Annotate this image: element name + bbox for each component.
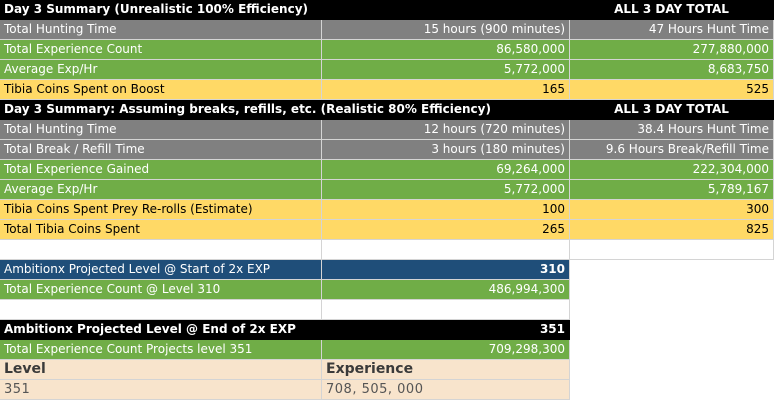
projection-end-exp-value[interactable]: 709,298,300 bbox=[322, 340, 570, 360]
projection-end-row: Ambitionx Projected Level @ End of 2x EX… bbox=[0, 320, 776, 340]
lookup-value-row: 351 708, 505, 000 bbox=[0, 380, 776, 400]
projection-start-exp-value[interactable]: 486,994,300 bbox=[322, 280, 570, 300]
section2-header-row: Day 3 Summary: Assuming breaks, refills,… bbox=[0, 100, 776, 120]
row-day-value[interactable]: 265 bbox=[322, 220, 570, 240]
section1-row: Total Hunting Time 15 hours (900 minutes… bbox=[0, 20, 776, 40]
projection-start-title[interactable]: Ambitionx Projected Level @ Start of 2x … bbox=[0, 260, 322, 280]
projection-end-title[interactable]: Ambitionx Projected Level @ End of 2x EX… bbox=[0, 320, 322, 340]
projection-end-exp-row: Total Experience Count Projects level 35… bbox=[0, 340, 776, 360]
row-day-value[interactable]: 86,580,000 bbox=[322, 40, 570, 60]
lookup-header-row: Level Experience bbox=[0, 360, 776, 380]
section1-title-spacer[interactable] bbox=[322, 0, 570, 20]
row-day-value[interactable]: 3 hours (180 minutes) bbox=[322, 140, 570, 160]
projection-end-level[interactable]: 351 bbox=[322, 320, 570, 340]
section2-row: Total Experience Gained 69,264,000 222,3… bbox=[0, 160, 776, 180]
row-label[interactable]: Total Tibia Coins Spent bbox=[0, 220, 322, 240]
row-total-value[interactable]: 222,304,000 bbox=[570, 160, 774, 180]
row-label[interactable]: Total Hunting Time bbox=[0, 20, 322, 40]
row-total-value[interactable]: 300 bbox=[570, 200, 774, 220]
empty-cell[interactable] bbox=[0, 300, 322, 320]
row-day-value[interactable]: 5,772,000 bbox=[322, 60, 570, 80]
lookup-experience-header[interactable]: Experience bbox=[322, 360, 570, 380]
row-label[interactable]: Tibia Coins Spent Prey Re-rolls (Estimat… bbox=[0, 200, 322, 220]
row-day-value[interactable]: 165 bbox=[322, 80, 570, 100]
empty-cell[interactable] bbox=[322, 240, 570, 260]
section2-row: Total Hunting Time 12 hours (720 minutes… bbox=[0, 120, 776, 140]
row-label[interactable]: Average Exp/Hr bbox=[0, 60, 322, 80]
row-day-value[interactable]: 69,264,000 bbox=[322, 160, 570, 180]
projection-end-exp-label[interactable]: Total Experience Count Projects level 35… bbox=[0, 340, 322, 360]
row-total-value[interactable]: 825 bbox=[570, 220, 774, 240]
section2-title[interactable]: Day 3 Summary: Assuming breaks, refills,… bbox=[0, 100, 570, 120]
row-label[interactable]: Average Exp/Hr bbox=[0, 180, 322, 200]
row-total-value[interactable]: 47 Hours Hunt Time bbox=[570, 20, 774, 40]
row-total-value[interactable]: 8,683,750 bbox=[570, 60, 774, 80]
row-total-value[interactable]: 38.4 Hours Hunt Time bbox=[570, 120, 774, 140]
row-total-value[interactable]: 277,880,000 bbox=[570, 40, 774, 60]
empty-cell[interactable] bbox=[322, 300, 570, 320]
row-label[interactable]: Total Break / Refill Time bbox=[0, 140, 322, 160]
lookup-level-header[interactable]: Level bbox=[0, 360, 322, 380]
section2-row: Total Tibia Coins Spent 265 825 bbox=[0, 220, 776, 240]
row-total-value[interactable]: 5,789,167 bbox=[570, 180, 774, 200]
lookup-experience-value[interactable]: 708, 505, 000 bbox=[322, 380, 570, 400]
empty-cell[interactable] bbox=[570, 240, 774, 260]
section2-row: Tibia Coins Spent Prey Re-rolls (Estimat… bbox=[0, 200, 776, 220]
projection-start-level[interactable]: 310 bbox=[322, 260, 570, 280]
row-day-value[interactable]: 100 bbox=[322, 200, 570, 220]
section1-header-row: Day 3 Summary (Unrealistic 100% Efficien… bbox=[0, 0, 776, 20]
row-day-value[interactable]: 12 hours (720 minutes) bbox=[322, 120, 570, 140]
projection-start-exp-row: Total Experience Count @ Level 310 486,9… bbox=[0, 280, 776, 300]
section1-row: Total Experience Count 86,580,000 277,88… bbox=[0, 40, 776, 60]
row-total-value[interactable]: 9.6 Hours Break/Refill Time bbox=[570, 140, 774, 160]
blank-row bbox=[0, 300, 776, 320]
row-label[interactable]: Total Experience Gained bbox=[0, 160, 322, 180]
section2-row: Average Exp/Hr 5,772,000 5,789,167 bbox=[0, 180, 776, 200]
section1-row: Tibia Coins Spent on Boost 165 525 bbox=[0, 80, 776, 100]
lookup-level-value[interactable]: 351 bbox=[0, 380, 322, 400]
section2-row: Total Break / Refill Time 3 hours (180 m… bbox=[0, 140, 776, 160]
row-label[interactable]: Total Hunting Time bbox=[0, 120, 322, 140]
row-label[interactable]: Total Experience Count bbox=[0, 40, 322, 60]
section1-row: Average Exp/Hr 5,772,000 8,683,750 bbox=[0, 60, 776, 80]
row-total-value[interactable]: 525 bbox=[570, 80, 774, 100]
row-label[interactable]: Tibia Coins Spent on Boost bbox=[0, 80, 322, 100]
empty-cell[interactable] bbox=[0, 240, 322, 260]
section1-total-title[interactable]: ALL 3 DAY TOTAL bbox=[570, 0, 774, 20]
blank-row bbox=[0, 240, 776, 260]
section2-total-title[interactable]: ALL 3 DAY TOTAL bbox=[570, 100, 774, 120]
row-day-value[interactable]: 15 hours (900 minutes) bbox=[322, 20, 570, 40]
section1-title[interactable]: Day 3 Summary (Unrealistic 100% Efficien… bbox=[0, 0, 322, 20]
projection-start-exp-label[interactable]: Total Experience Count @ Level 310 bbox=[0, 280, 322, 300]
row-day-value[interactable]: 5,772,000 bbox=[322, 180, 570, 200]
projection-start-row: Ambitionx Projected Level @ Start of 2x … bbox=[0, 260, 776, 280]
